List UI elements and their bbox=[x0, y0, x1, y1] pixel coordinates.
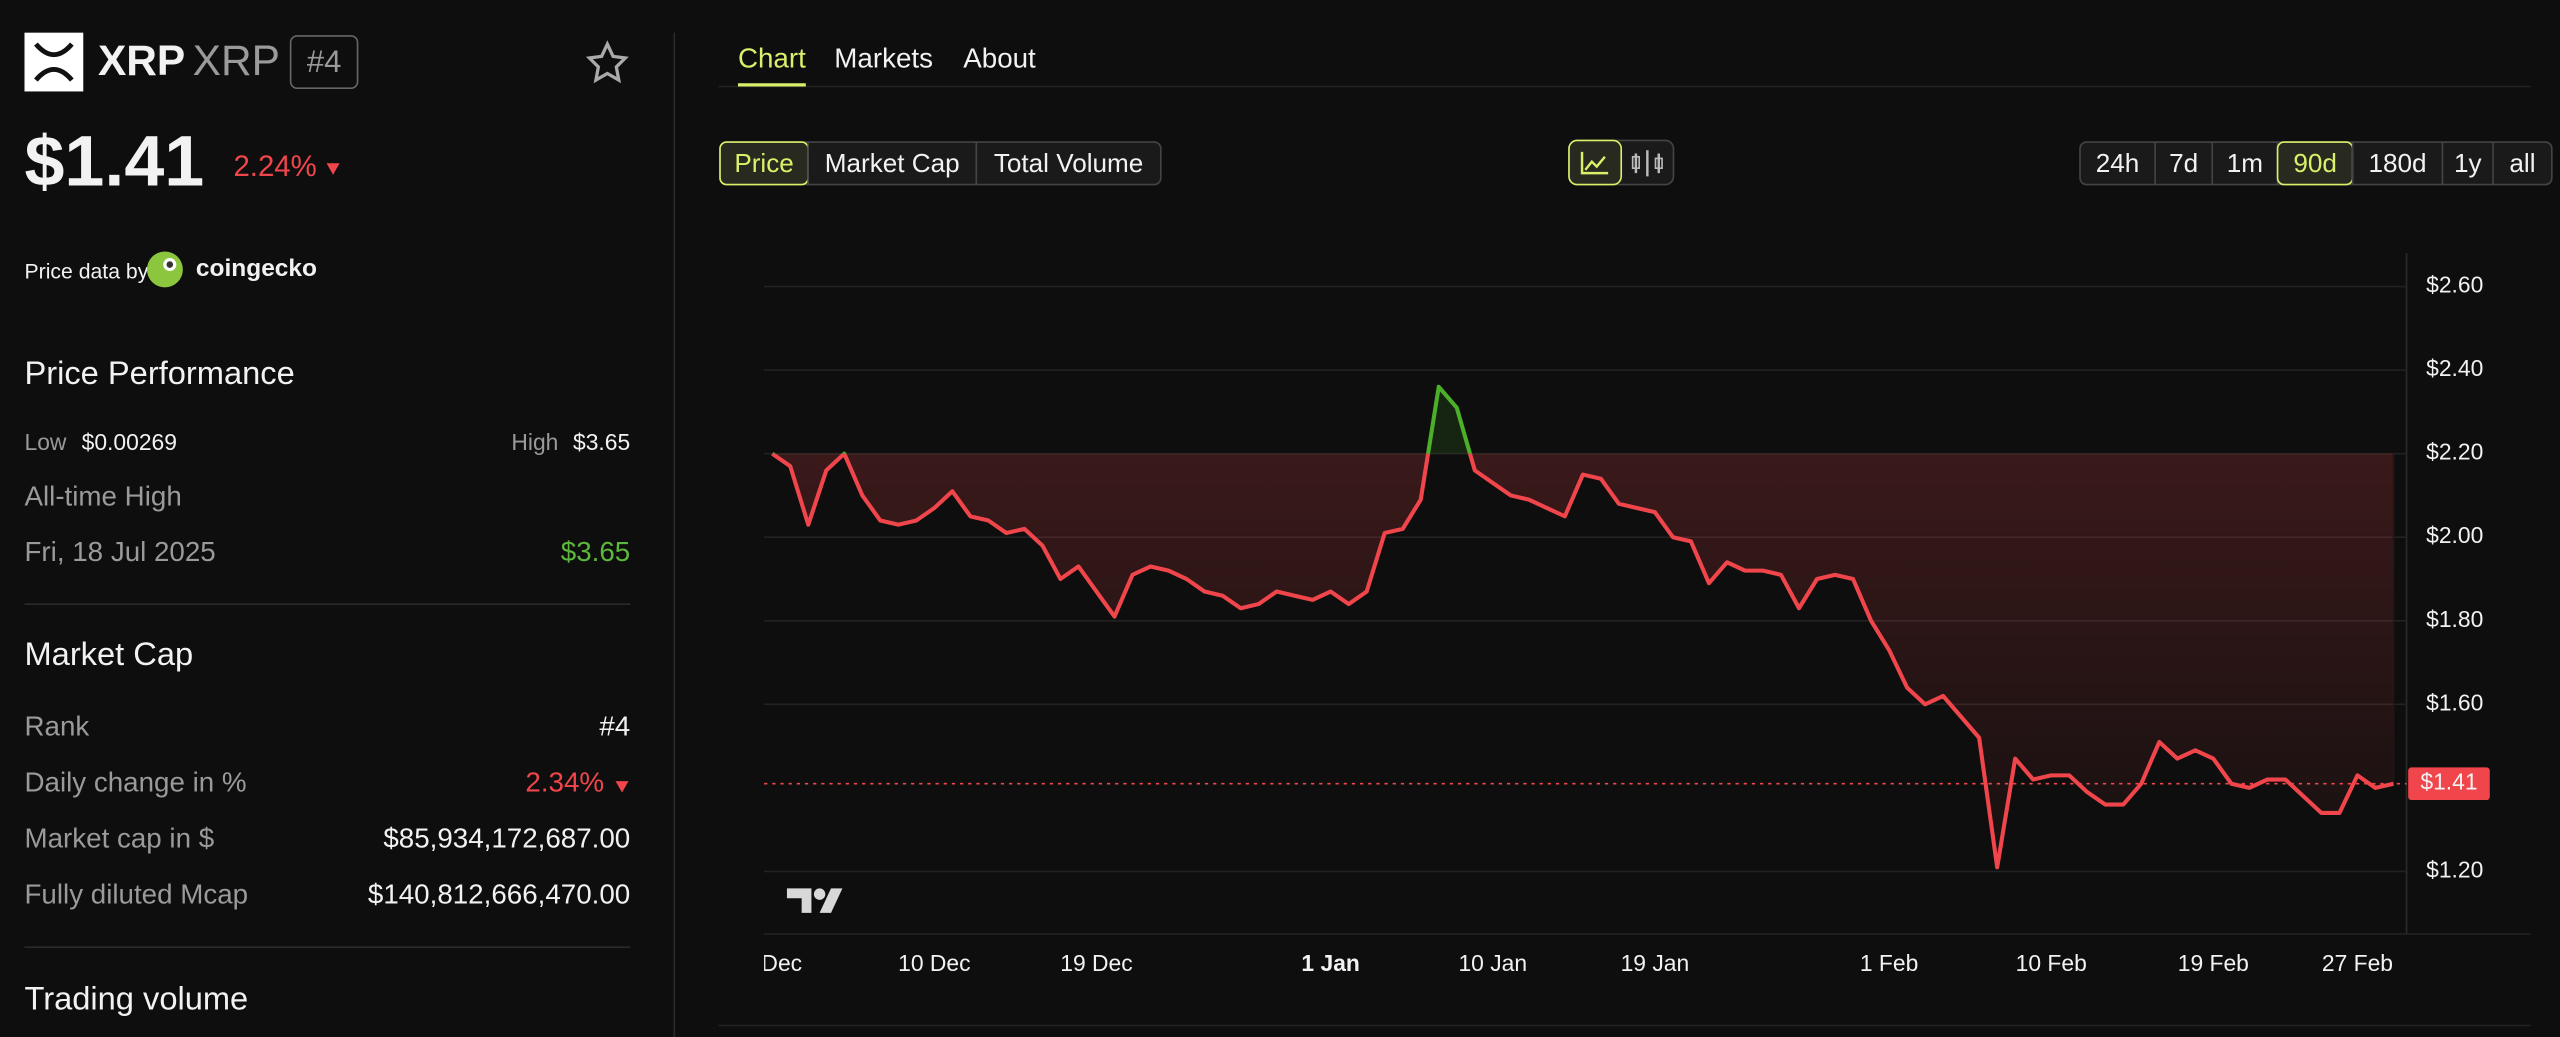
rank: #4 bbox=[307, 44, 341, 79]
range-button[interactable]: 7d bbox=[2169, 148, 2198, 178]
range-button[interactable]: 1m bbox=[2227, 148, 2263, 178]
area-below bbox=[772, 453, 2394, 868]
y-tick-label: $2.40 bbox=[2426, 355, 2483, 381]
logo bbox=[24, 32, 84, 92]
high-label: High bbox=[511, 429, 558, 455]
price-line bbox=[771, 453, 2394, 870]
y-tick-label: $2.60 bbox=[2426, 272, 2483, 298]
current-price-tag bbox=[2408, 767, 2490, 801]
candle-icon-body bbox=[1631, 155, 1640, 170]
low-value: $0.00269 bbox=[82, 429, 177, 455]
x-tick-label: 10 Dec bbox=[898, 950, 970, 976]
y-tick-label: $2.20 bbox=[2426, 439, 2483, 465]
row-value: $85,934,172,687.00 bbox=[383, 823, 630, 854]
range-button[interactable]: 180d bbox=[2369, 148, 2427, 178]
row-label: Fully diluted Mcap bbox=[24, 879, 248, 910]
symbol: XRP bbox=[98, 37, 185, 84]
candle-icon-body bbox=[1654, 157, 1663, 170]
y-tick-label: $1.80 bbox=[2426, 606, 2483, 632]
row-label: Market cap in $ bbox=[24, 823, 214, 854]
range-button[interactable]: 1y bbox=[2454, 148, 2482, 178]
x-tick-label: 19 Jan bbox=[1621, 950, 1690, 976]
provider-logo-pupil bbox=[166, 261, 174, 268]
x-tick-label: 27 Feb bbox=[2322, 950, 2393, 976]
plot: 1 Dec 10 Dec 19 Dec 1 Jan 10 Jan 19 Jan 1 Feb 1… bbox=[742, 950, 2393, 976]
row-value: #4 bbox=[599, 711, 630, 742]
x-tick-label: 19 Feb bbox=[2178, 950, 2249, 976]
price-change: 2.24% bbox=[233, 150, 316, 183]
x-tick-label: 1 Jan bbox=[1301, 950, 1359, 976]
metric-button[interactable]: Price bbox=[734, 148, 793, 178]
tab[interactable]: Chart bbox=[738, 43, 806, 74]
logo-part bbox=[813, 888, 826, 900]
range-button[interactable]: all bbox=[2509, 148, 2535, 178]
ath-label: All-time High bbox=[24, 480, 181, 511]
tradingview-logo bbox=[786, 888, 843, 913]
ath-value: $3.65 bbox=[561, 536, 630, 567]
x-tick-label: 10 Feb bbox=[2016, 950, 2087, 976]
coin-name: XRP bbox=[193, 37, 280, 84]
logo-mark bbox=[34, 42, 74, 82]
provider-logo bbox=[146, 251, 183, 288]
section-title: Price Performance bbox=[24, 354, 294, 391]
line-style-button[interactable] bbox=[1568, 139, 1623, 186]
y-tick-label: $1.60 bbox=[2426, 689, 2483, 715]
section-title: Market Cap bbox=[24, 635, 193, 672]
x-tick-label: 1 Feb bbox=[1860, 950, 1918, 976]
y-tick-label: $2.00 bbox=[2426, 522, 2483, 548]
metric-button[interactable]: Market Cap bbox=[825, 148, 960, 178]
logo-part bbox=[819, 888, 843, 913]
section-title: Trading volume bbox=[24, 980, 248, 1017]
row-label: Rank bbox=[24, 711, 89, 742]
low-label: Low bbox=[24, 429, 66, 455]
favorite-star[interactable] bbox=[585, 40, 629, 84]
row-label: Daily change in % bbox=[24, 767, 246, 798]
high-value: $3.65 bbox=[573, 429, 630, 455]
row-value: 2.34% bbox=[525, 767, 604, 798]
provider: coingecko bbox=[196, 255, 317, 282]
price-data-by: Price data by bbox=[24, 260, 148, 283]
tab[interactable]: Markets bbox=[834, 43, 933, 74]
range-button[interactable]: 90d bbox=[2293, 148, 2337, 178]
x-tick-label: 10 Jan bbox=[1458, 950, 1527, 976]
y-tick-label: $1.20 bbox=[2426, 856, 2483, 882]
price: $1.41 bbox=[24, 122, 204, 202]
down-arrow bbox=[326, 163, 340, 175]
down-arrow bbox=[615, 781, 629, 793]
rank-badge bbox=[289, 35, 359, 90]
area-above bbox=[1428, 386, 1470, 454]
x-tick-label: 1 Dec bbox=[742, 950, 802, 976]
ath-date: Fri, 18 Jul 2025 bbox=[24, 536, 215, 567]
row-value: $140,812,666,470.00 bbox=[368, 879, 630, 910]
metric-button[interactable]: Total Volume bbox=[994, 148, 1143, 178]
line-icon bbox=[1580, 151, 1609, 175]
logo-part bbox=[786, 888, 812, 913]
tab[interactable]: About bbox=[963, 43, 1036, 74]
x-tick-label: 19 Dec bbox=[1060, 950, 1132, 976]
current-price-label: $1.41 bbox=[2420, 769, 2477, 795]
range-button[interactable]: 24h bbox=[2096, 148, 2140, 178]
